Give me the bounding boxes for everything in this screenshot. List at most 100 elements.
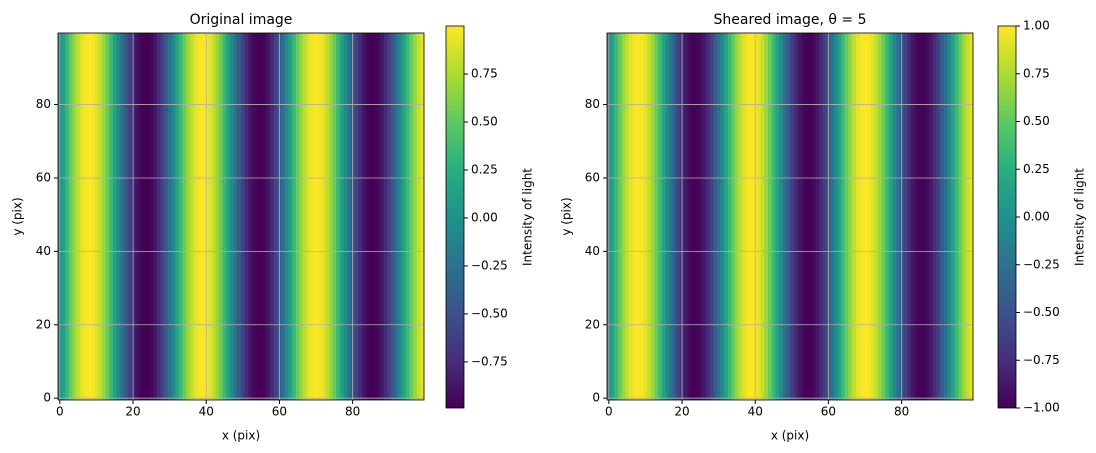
heatmap-column (164, 33, 169, 400)
heatmap-column (797, 33, 802, 400)
heatmap-column (109, 33, 114, 400)
heatmap-column (932, 33, 937, 400)
heatmap-column (782, 33, 787, 400)
heatmap-column (310, 33, 315, 400)
heatmap-column (647, 33, 652, 400)
heatmap-column (918, 33, 923, 400)
heatmap-column (251, 33, 257, 400)
heatmap-column (273, 33, 278, 400)
heatmap-column (822, 33, 827, 400)
heatmap-column (186, 33, 191, 400)
x-tick-label: 40 (748, 405, 763, 419)
heatmap-column (731, 33, 736, 400)
heatmap-column (98, 33, 103, 400)
heatmap-column (416, 33, 421, 400)
heatmap-column (735, 33, 740, 400)
chart-title: Sheared image, θ = 5 (714, 12, 867, 28)
heatmap-column (896, 33, 901, 400)
heatmap-column (910, 33, 915, 400)
heatmap-column (720, 33, 725, 400)
heatmap-column (197, 33, 202, 400)
heatmap-column (669, 33, 674, 400)
x-tick-label: 20 (125, 405, 140, 419)
heatmap-column (951, 33, 956, 400)
heatmap-column (171, 33, 176, 400)
heatmap-column (870, 33, 875, 400)
heatmap-column (317, 33, 322, 400)
heatmap-column (156, 33, 161, 400)
heatmap-column (248, 33, 253, 400)
heatmap-column (193, 33, 198, 400)
heatmap-column (800, 33, 806, 400)
heatmap-column (68, 33, 74, 400)
heatmap-column (676, 33, 681, 400)
heatmap-column (746, 33, 751, 400)
heatmap-column (940, 33, 945, 400)
colorbar (997, 25, 1017, 409)
heatmap-column (134, 33, 139, 400)
heatmap-column (844, 33, 849, 400)
heatmap-column (83, 33, 88, 400)
colorbar-tick-label: −0.25 (471, 258, 508, 272)
heatmap-column (361, 33, 366, 400)
y-axis-label: y (pix) (560, 197, 574, 235)
heatmap-column (962, 33, 967, 400)
heatmap-column (222, 33, 227, 400)
heatmap-column (958, 33, 963, 400)
heatmap-column (208, 33, 213, 400)
heatmap-column (683, 33, 688, 400)
heatmap-column (654, 33, 659, 400)
heatmap-column (90, 33, 95, 400)
heatmap-column (621, 33, 626, 400)
heatmap-column (881, 33, 886, 400)
heatmap-column (358, 33, 363, 400)
heatmap-column (65, 33, 70, 400)
y-tick-label: 60 (585, 170, 600, 184)
heatmap-column (398, 33, 403, 400)
colorbar-tick-label: 0.00 (1023, 210, 1050, 224)
heatmap-column (369, 33, 374, 400)
heatmap-column (372, 33, 377, 400)
heatmap-column (639, 33, 644, 400)
y-axis-label: y (pix) (11, 197, 25, 235)
colorbar-tick-label: −0.50 (471, 306, 508, 320)
y-tick-label: 40 (36, 244, 51, 258)
colorbar (445, 25, 465, 409)
heatmap-column (292, 33, 297, 400)
x-tick-label: 0 (56, 405, 64, 419)
heatmap-column (215, 33, 220, 400)
heatmap-column (632, 33, 637, 400)
heatmap-column (306, 33, 311, 400)
x-tick-label: 80 (894, 405, 909, 419)
heatmap-column (965, 33, 970, 400)
heatmap-column (167, 33, 172, 400)
heatmap-column (380, 33, 385, 400)
heatmap-column (921, 33, 926, 400)
x-tick-label: 60 (272, 405, 287, 419)
heatmap-column (237, 33, 242, 400)
heatmap-column (808, 33, 813, 400)
heatmap-column (120, 33, 125, 400)
heatmap-column (87, 33, 92, 400)
heatmap-column (757, 33, 762, 400)
colorbar-label: Intensity of light (1073, 168, 1087, 266)
heatmap-column (343, 33, 348, 400)
heatmap-column (841, 33, 846, 400)
heatmap-column (79, 33, 85, 400)
heatmap-column (127, 33, 132, 400)
colorbar-tick-label: 0.00 (471, 210, 498, 224)
heatmap-column (409, 33, 414, 400)
heatmap-column (402, 33, 407, 400)
heatmap-column (420, 33, 425, 400)
y-tick-label: 80 (585, 97, 600, 111)
heatmap-column (387, 33, 392, 400)
heatmap-column (101, 33, 106, 400)
heatmap-column (650, 33, 655, 400)
heatmap-column (72, 33, 77, 400)
heatmap-column (365, 33, 370, 400)
plot-frame (57, 32, 425, 401)
colorbar-tick-label: −0.75 (1023, 353, 1060, 367)
heatmap-column (332, 33, 337, 400)
heatmap-column (354, 33, 359, 400)
heatmap-column (636, 33, 641, 400)
